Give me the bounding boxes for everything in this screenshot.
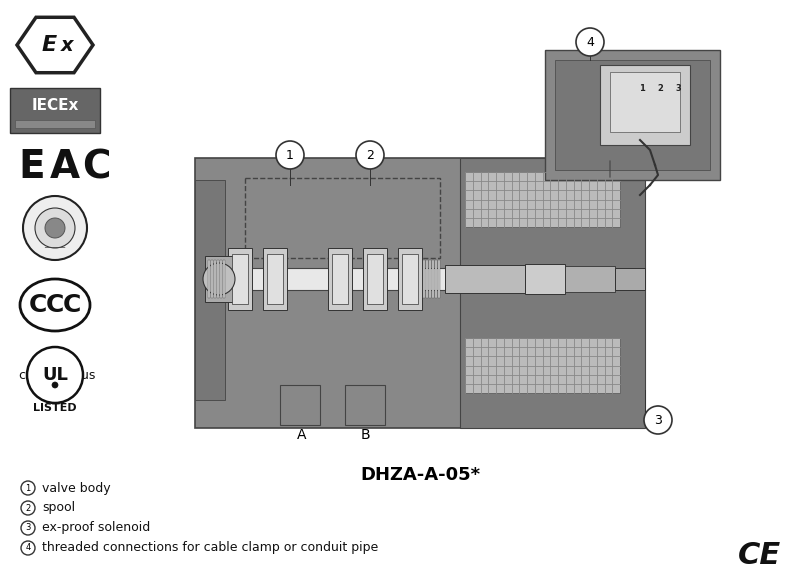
Bar [232, 254, 248, 304]
Text: 2: 2 [25, 504, 31, 512]
Circle shape [35, 208, 75, 248]
Bar [545, 50, 720, 180]
Bar [220, 260, 222, 298]
Bar [280, 385, 320, 425]
Bar [220, 268, 520, 290]
Bar [600, 65, 690, 145]
Circle shape [21, 481, 35, 495]
Circle shape [356, 141, 384, 169]
Text: E: E [41, 35, 56, 55]
Bar [10, 88, 100, 133]
Bar [345, 385, 385, 425]
Bar [432, 260, 434, 298]
Bar [402, 254, 418, 304]
Bar [263, 248, 287, 310]
Bar [615, 268, 645, 290]
Text: 4: 4 [586, 35, 594, 48]
Bar [555, 60, 710, 170]
Bar [423, 260, 425, 298]
Bar [332, 254, 348, 304]
Text: 1: 1 [286, 149, 294, 162]
Bar [223, 260, 225, 298]
Text: ex-proof solenoid: ex-proof solenoid [42, 522, 150, 535]
Text: A: A [50, 148, 80, 186]
Bar [205, 256, 233, 302]
Text: 3: 3 [654, 414, 662, 426]
Text: E: E [18, 148, 44, 186]
Bar [429, 260, 431, 298]
Bar [367, 254, 383, 304]
Text: DHZA-A-05*: DHZA-A-05* [360, 466, 480, 484]
Text: C: C [29, 293, 48, 317]
Text: c: c [19, 368, 26, 382]
Text: IECEx: IECEx [31, 98, 79, 113]
Circle shape [21, 501, 35, 515]
Bar [245, 178, 440, 258]
Text: C: C [82, 148, 110, 186]
Text: B: B [360, 428, 370, 442]
Text: us: us [81, 368, 95, 382]
Text: CE: CE [738, 540, 782, 569]
Bar [228, 248, 252, 310]
Text: 2: 2 [366, 149, 374, 162]
Bar [465, 338, 620, 393]
Circle shape [27, 347, 83, 403]
Text: 2: 2 [657, 84, 663, 92]
Circle shape [45, 218, 65, 238]
Bar [445, 265, 525, 293]
Bar [267, 254, 283, 304]
Bar [208, 260, 210, 298]
Bar [214, 260, 216, 298]
Text: 1: 1 [639, 84, 645, 92]
Text: C: C [46, 293, 64, 317]
Circle shape [276, 141, 304, 169]
Text: x: x [60, 35, 73, 55]
Bar [565, 266, 615, 292]
Circle shape [644, 406, 672, 434]
Text: C: C [63, 293, 81, 317]
Bar [610, 72, 680, 132]
Bar [363, 248, 387, 310]
Text: ─────: ───── [44, 245, 65, 251]
Text: LISTED: LISTED [33, 403, 77, 413]
Circle shape [23, 196, 87, 260]
Text: valve body: valve body [42, 482, 110, 494]
Bar [435, 260, 437, 298]
Text: 1: 1 [25, 483, 31, 493]
Circle shape [576, 28, 604, 56]
Bar [525, 264, 565, 294]
Circle shape [21, 541, 35, 555]
Bar [211, 260, 213, 298]
Circle shape [203, 263, 235, 295]
Bar [465, 172, 620, 227]
Text: 3: 3 [25, 523, 31, 533]
Bar [398, 248, 422, 310]
Bar [460, 158, 645, 428]
Bar [217, 260, 219, 298]
Bar [195, 180, 225, 400]
Text: 3: 3 [675, 84, 681, 92]
Text: spool: spool [42, 501, 75, 515]
Text: threaded connections for cable clamp or conduit pipe: threaded connections for cable clamp or … [42, 541, 378, 554]
Bar [438, 260, 440, 298]
Text: 4: 4 [25, 543, 31, 553]
Text: UL: UL [42, 366, 68, 384]
Circle shape [52, 382, 58, 388]
Circle shape [21, 521, 35, 535]
Text: A: A [297, 428, 307, 442]
Bar [195, 158, 640, 428]
Bar [426, 260, 428, 298]
Bar [15, 120, 95, 128]
Bar [328, 248, 352, 310]
